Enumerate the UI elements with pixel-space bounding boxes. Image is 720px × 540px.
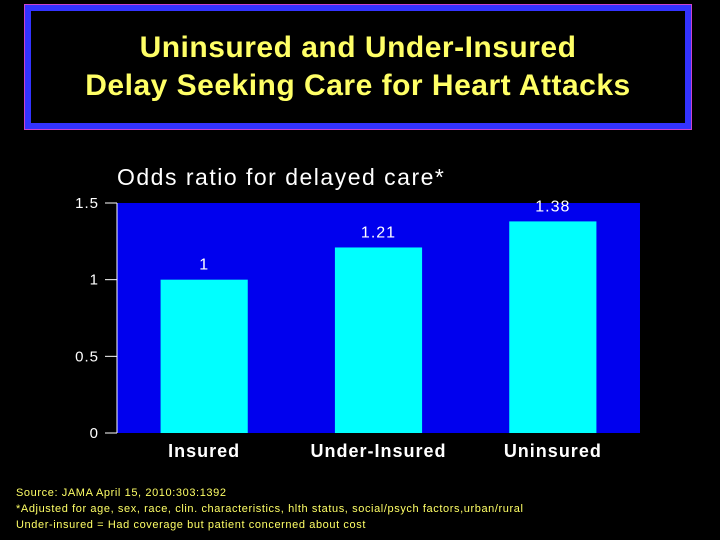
y-tick-label: 1 — [90, 272, 99, 289]
y-tick-label: 1.5 — [75, 195, 99, 212]
data-label: 1.21 — [361, 224, 396, 241]
slide-title-line-1: Uninsured and Under-Insured — [139, 31, 577, 64]
adjustment-note: *Adjusted for age, sex, race, clin. char… — [16, 503, 524, 515]
bar — [334, 247, 423, 433]
definition-note: Under-insured = Had coverage but patient… — [16, 519, 366, 531]
x-category-label: Under-Insured — [310, 441, 446, 461]
data-label: 1 — [199, 257, 209, 274]
chart-title: Odds ratio for delayed care* — [117, 164, 446, 190]
title-box: Uninsured and Under-Insured Delay Seekin… — [24, 4, 692, 130]
y-tick-label: 0.5 — [75, 348, 99, 365]
data-label: 1.38 — [535, 198, 570, 215]
x-category-label: Uninsured — [504, 441, 602, 461]
y-tick-label: 0 — [90, 425, 99, 442]
bar — [160, 279, 248, 433]
source-note: Source: JAMA April 15, 2010:303:1392 — [16, 487, 227, 499]
bar — [509, 221, 597, 433]
footnotes: Source: JAMA April 15, 2010:303:1392 *Ad… — [16, 485, 524, 533]
x-category-label: Insured — [168, 441, 240, 461]
slide-title-line-2: Delay Seeking Care for Heart Attacks — [85, 69, 631, 102]
